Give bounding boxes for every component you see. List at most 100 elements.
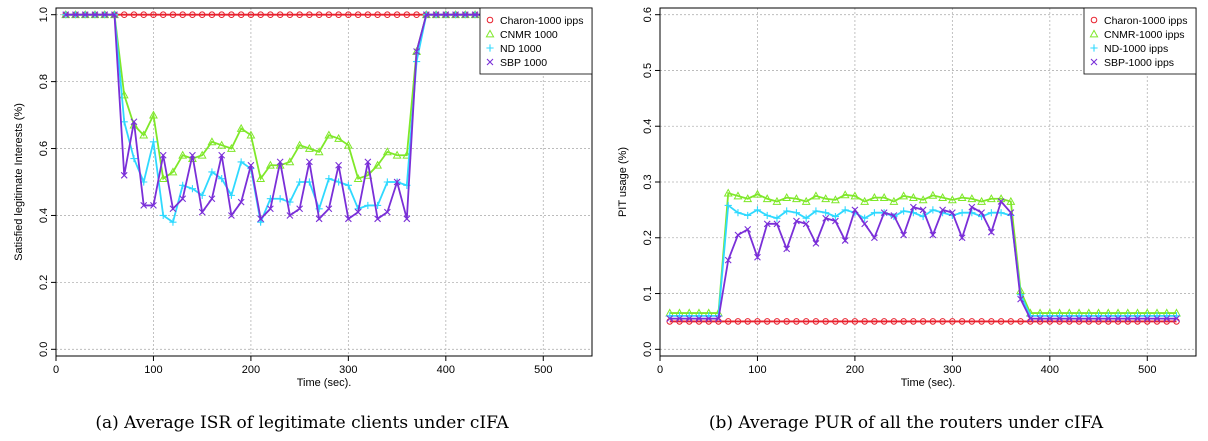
c0-x-axis-label: Time (sec).	[297, 377, 352, 389]
c0-y-tick-label-0: 0.0	[38, 342, 50, 357]
c0-legend: Charon-1000 ipps CNMR 1000 ND 1000 SBP 1000	[479, 7, 593, 75]
c1-series-2-point-14	[802, 214, 810, 222]
c1-series-0-point-34	[997, 318, 1005, 325]
c1-series-1-point-18	[840, 190, 850, 199]
c0-series-3-point-35	[403, 215, 411, 223]
c0-legend-label-2: ND 1000	[500, 43, 542, 55]
c1-series-1-point-19	[850, 191, 860, 200]
c1-series-1-point-13	[791, 194, 801, 203]
c0-y-tick-label-3: 0.6	[38, 141, 50, 156]
c1-series-3-point-15	[812, 239, 820, 247]
c0-series-1-point-15	[207, 137, 217, 146]
c0-series-3-point-15	[208, 195, 216, 203]
c0-y-tick-label-1: 0.2	[38, 275, 50, 290]
c1-series-3-point-22	[880, 209, 888, 217]
c1-series-1-point-30	[957, 192, 967, 201]
c0-series-2-point-7	[130, 154, 138, 163]
c0-series-3-point-17	[228, 212, 235, 219]
c1-series-0-point-27	[929, 318, 937, 325]
c0-series-1-point-16	[217, 140, 227, 149]
c0-series-2-point-24	[296, 178, 304, 186]
c1-series-3-point-50	[1153, 315, 1161, 323]
c1-series-0-point-21	[871, 318, 878, 325]
c1-series-1-point-11	[772, 196, 782, 205]
c0-series-1-point-33	[382, 147, 392, 156]
c1-series-2-point-12	[783, 207, 791, 215]
c0-series-0-point-15	[208, 11, 216, 18]
c0-series-0-point-27	[325, 11, 333, 18]
c0-series-3-point-2	[81, 11, 89, 19]
c1-series-3-point-5	[715, 315, 722, 323]
c1-legend-label-0: Charon-1000 ipps	[1104, 15, 1187, 27]
c0-series-1-point-18	[236, 123, 246, 132]
c0-series-3-point-0	[62, 11, 70, 19]
c1-series-0-point-28	[939, 318, 946, 325]
c1-series-2-point-33	[987, 209, 995, 217]
c0-series-3-point-5	[111, 11, 118, 19]
c0-series-2-point-11	[169, 218, 177, 226]
c0-x-tick-label-200: 200	[242, 364, 260, 376]
c1-series-1-point-22	[879, 192, 889, 201]
c0-series-1-point-11	[168, 167, 178, 176]
c1-y-tick-label-4: 0.4	[642, 119, 654, 134]
c0-series-0-point-18	[237, 11, 245, 18]
c0-series-3-point-29	[344, 215, 352, 223]
c0-series-2-line	[65, 13, 485, 226]
c0-series-3-point-42	[471, 11, 479, 19]
c0-series-0-point-25	[306, 11, 313, 18]
c0-series-3-line	[65, 13, 485, 221]
c1-series-3-point-47	[1124, 315, 1132, 323]
c0-series-1-point-10	[158, 174, 168, 183]
c0-series-2-point-25	[305, 178, 313, 186]
c0-series-0-point-23	[286, 11, 294, 18]
c1-series-2-point-21	[870, 209, 878, 217]
c0-series-0-point-24	[296, 11, 303, 18]
c1-series-3-point-11	[773, 220, 781, 228]
c1-series-2-point-7	[734, 209, 742, 217]
c0-series-0-point-6	[120, 11, 128, 18]
c1-series-2-point-11	[773, 214, 781, 222]
c1-series-1-point-33	[986, 194, 996, 203]
c0-series-3-point-1	[72, 11, 79, 19]
c1-series-1-point-7	[733, 191, 743, 200]
c1-series-2-point-10	[763, 211, 771, 220]
c1-series-3-point-12	[783, 245, 791, 253]
c0-plot-frame	[55, 7, 593, 357]
c1-legend-marker-0	[1090, 16, 1098, 24]
c0-series-0-point-32	[374, 11, 381, 18]
c1-series-3-point-52	[1173, 315, 1180, 323]
c1-legend-box	[1083, 7, 1197, 75]
c1-series-1-point-35	[1006, 196, 1016, 205]
c1-series-3-point-0	[666, 315, 674, 323]
c0-series-3-point-18	[237, 198, 245, 206]
c1-x-axis-label: Time (sec).	[901, 377, 956, 389]
c0-series-3-point-13	[189, 151, 196, 159]
c1-series-3-point-40	[1056, 315, 1063, 323]
c0-y-axis-label: Satisfied legitimate Interests (%)	[13, 103, 25, 261]
c0-series-0-point-13	[189, 11, 196, 18]
c0-series-0-point-33	[384, 11, 391, 18]
c1-series-2-point-17	[831, 212, 840, 221]
c1-series-3-point-20	[861, 220, 869, 228]
c0-legend-marker-1	[485, 29, 495, 38]
c0-series-0-point-35	[403, 11, 411, 18]
c1-series-0-point-8	[744, 318, 752, 325]
c1-series-2-point-6	[724, 201, 732, 210]
c1-series-3-point-34	[997, 198, 1005, 205]
c1-series-3-point-32	[978, 209, 985, 217]
c0-series-3-point-4	[101, 11, 109, 19]
c1-y-axis-label: PIT usage (%)	[617, 147, 629, 217]
c0-series-1-point-14	[197, 150, 207, 159]
c0-series-3-point-28	[335, 161, 343, 169]
c1-series-3-point-49	[1143, 315, 1151, 323]
c0-series-3-point-3	[91, 11, 99, 19]
c0-series-2-point-18	[237, 158, 245, 166]
c1-series-0-point-18	[841, 318, 849, 325]
c0-series-0-point-31	[364, 11, 372, 18]
c0-legend-box	[479, 7, 593, 75]
c1-series-3-point-10	[763, 220, 771, 228]
c1-y-tick-label-5: 0.5	[642, 63, 654, 78]
c0-series-1-point-30	[353, 174, 363, 183]
c1-series-2-point-34	[997, 209, 1005, 217]
c1-series-3-point-2	[685, 315, 693, 323]
